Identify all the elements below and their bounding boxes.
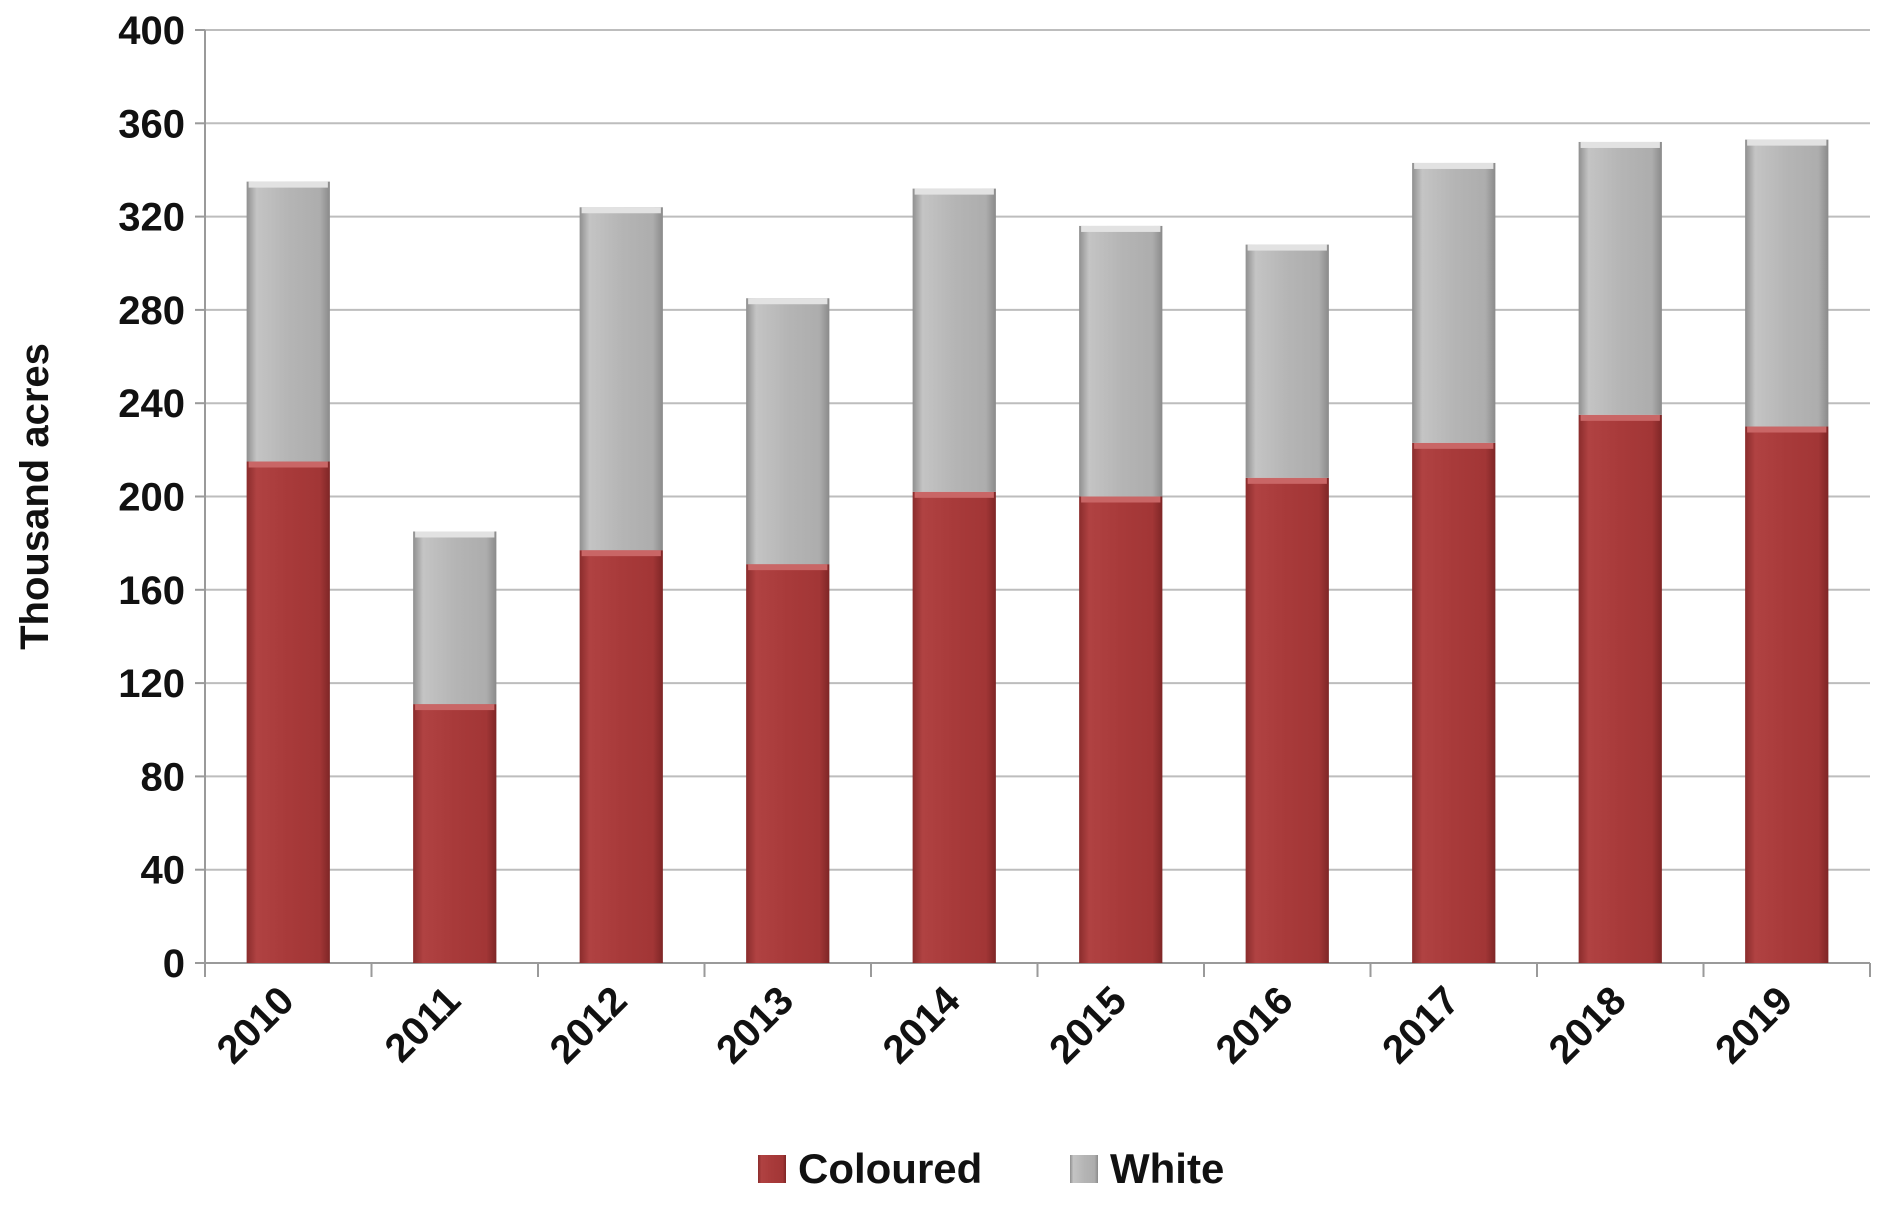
- legend-label-coloured: Coloured: [798, 1145, 982, 1192]
- bar-coloured-2019: [1745, 426, 1829, 963]
- y-tick-labels: 0 40 80 120 160 200 240 280 320 360 400: [118, 9, 185, 986]
- bar-white-2018: [1578, 141, 1662, 415]
- bar-white-2014: [912, 188, 996, 492]
- y-tick-label: 0: [163, 942, 185, 986]
- x-tick-label: 2010: [209, 978, 303, 1072]
- bar-highlight-coloured-2011: [415, 704, 495, 711]
- bar-highlight-white-2012: [581, 207, 661, 214]
- bar-white-2015: [1079, 225, 1163, 497]
- bar-highlight-white-2015: [1081, 225, 1161, 232]
- bar-coloured-2011: [413, 704, 497, 963]
- bar-coloured-2010: [246, 461, 330, 963]
- y-tick-label: 360: [118, 102, 185, 146]
- bar-highlight-white-2018: [1580, 141, 1660, 148]
- bar-highlight-coloured-2018: [1580, 414, 1660, 421]
- bar-highlight-coloured-2019: [1747, 426, 1827, 433]
- y-tick-label: 120: [118, 662, 185, 706]
- y-tick-label: 200: [118, 476, 185, 520]
- bar-highlight-white-2019: [1747, 139, 1827, 146]
- x-tick-label: 2015: [1041, 978, 1135, 1072]
- bar-highlight-coloured-2014: [914, 491, 994, 498]
- x-tick-label: 2018: [1541, 978, 1635, 1072]
- bar-coloured-2016: [1245, 477, 1329, 963]
- y-tick-label: 160: [118, 569, 185, 613]
- bar-highlight-coloured-2017: [1414, 442, 1494, 449]
- bar-highlight-white-2013: [748, 298, 828, 305]
- bar-coloured-2012: [579, 550, 663, 963]
- bar-highlight-coloured-2010: [248, 461, 328, 468]
- bars: [246, 139, 1829, 963]
- legend-label-white: White: [1110, 1145, 1224, 1192]
- x-tick-labels: 2010 2011 2012 2013 2014 2015 2016 2017 2018 2019: [209, 978, 1802, 1073]
- y-tick-label: 320: [118, 196, 185, 240]
- x-tick-label: 2017: [1374, 978, 1468, 1072]
- y-tick-label: 280: [118, 289, 185, 333]
- x-tick-label: 2013: [708, 978, 802, 1072]
- bar-white-2010: [246, 181, 330, 462]
- bar-highlight-coloured-2015: [1081, 496, 1161, 503]
- bar-highlight-white-2014: [914, 188, 994, 195]
- legend: Coloured White: [758, 1145, 1224, 1192]
- bar-coloured-2013: [746, 564, 830, 963]
- bar-coloured-2018: [1578, 414, 1662, 963]
- bar-white-2016: [1245, 244, 1329, 478]
- bar-highlight-white-2011: [415, 531, 495, 538]
- x-tick-label: 2016: [1208, 978, 1302, 1072]
- bar-highlight-white-2010: [248, 181, 328, 188]
- bar-highlight-coloured-2012: [581, 550, 661, 557]
- bar-white-2013: [746, 298, 830, 565]
- legend-swatch-coloured: [758, 1155, 786, 1183]
- bar-highlight-white-2017: [1414, 162, 1494, 169]
- x-tick-label: 2011: [377, 978, 469, 1070]
- bar-highlight-white-2016: [1247, 244, 1327, 251]
- legend-swatch-white: [1070, 1155, 1098, 1183]
- y-tick-label: 80: [141, 755, 186, 799]
- bar-white-2017: [1412, 162, 1496, 443]
- bar-highlight-coloured-2016: [1247, 477, 1327, 484]
- bar-coloured-2015: [1079, 496, 1163, 963]
- bar-highlight-coloured-2013: [748, 564, 828, 571]
- bar-white-2011: [413, 531, 497, 705]
- bar-coloured-2017: [1412, 442, 1496, 963]
- x-tick-label: 2012: [542, 978, 636, 1072]
- y-axis-label: Thousand acres: [13, 343, 57, 650]
- y-tick-label: 240: [118, 382, 185, 426]
- bar-coloured-2014: [912, 491, 996, 963]
- bar-white-2019: [1745, 139, 1829, 427]
- x-tick-label: 2019: [1707, 978, 1801, 1072]
- bar-white-2012: [579, 207, 663, 551]
- y-tick-label: 400: [118, 9, 185, 53]
- y-tick-label: 40: [141, 849, 186, 893]
- x-tick-label: 2014: [875, 978, 970, 1073]
